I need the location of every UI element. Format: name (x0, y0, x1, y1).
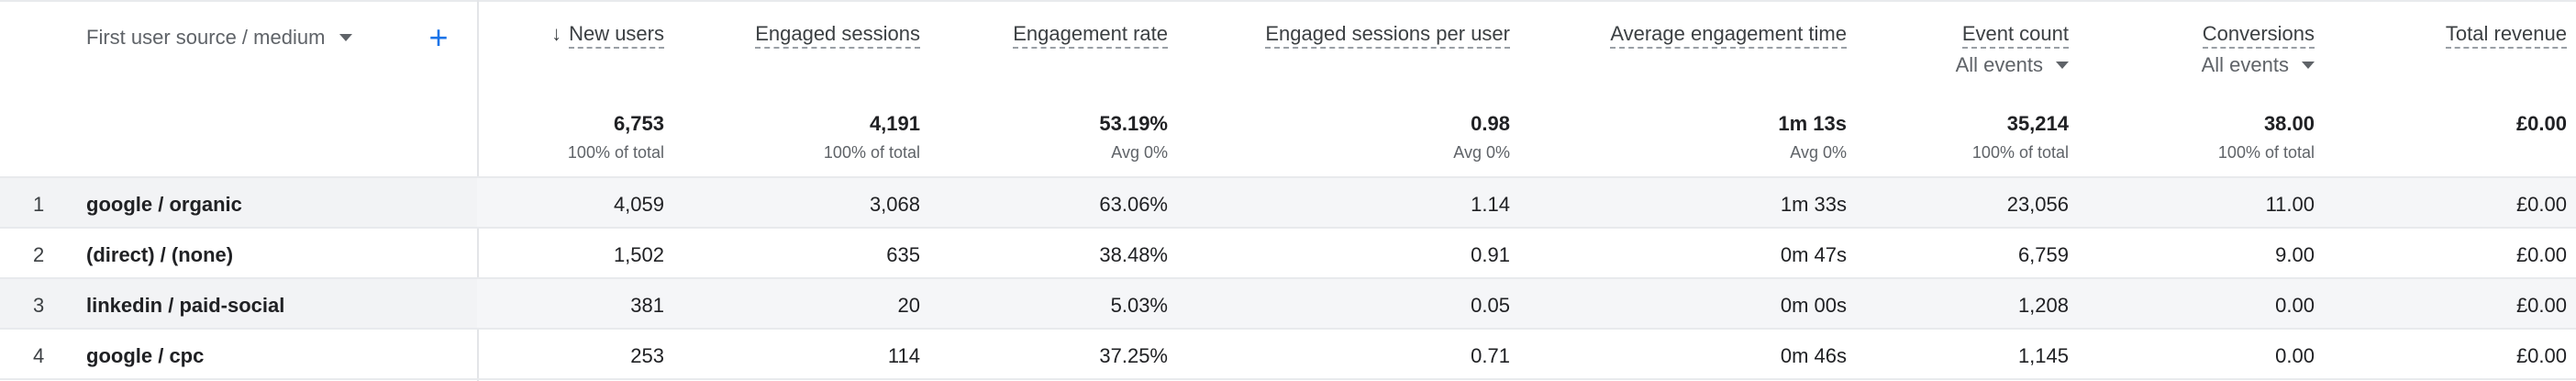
total-engaged-sessions-per-user: 0.98 (1471, 112, 1510, 135)
cell-engaged-sessions: 635 (886, 243, 920, 266)
header-new-users[interactable]: ↓ New users (551, 22, 664, 49)
header-label: Average engagement time (1610, 22, 1847, 49)
total-average-engagement-time: 1m 13s (1778, 112, 1847, 135)
total-average-engagement-time-sub: Avg 0% (1790, 143, 1847, 162)
bottom-border (0, 378, 2576, 380)
table-row[interactable]: 2 (direct) / (none) 1,502 635 38.48% 0.9… (0, 227, 2576, 278)
cell-event-count: 1,208 (2017, 294, 2069, 317)
dimension-label: First user source / medium (86, 26, 326, 49)
cell-new-users: 253 (630, 344, 664, 367)
total-conversions: 38.00 (2263, 112, 2315, 135)
top-border (0, 0, 2576, 2)
filter-label: All events (2201, 53, 2289, 76)
cell-new-users: 4,059 (613, 193, 664, 216)
row-dimension-value[interactable]: linkedin / paid-social (86, 294, 285, 317)
header-label: Engaged sessions (755, 22, 920, 49)
header-label: Engaged sessions per user (1265, 22, 1510, 49)
row-dimension-value[interactable]: google / cpc (86, 344, 205, 367)
header-conversions[interactable]: Conversions All events (2202, 22, 2315, 77)
cell-average-engagement-time: 0m 46s (1780, 344, 1847, 367)
header-label: Total revenue (2445, 22, 2567, 49)
header-label: Event count (1961, 22, 2069, 49)
cell-average-engagement-time: 0m 47s (1780, 243, 1847, 266)
cell-engaged-sessions-per-user: 1.14 (1471, 193, 1510, 216)
cell-engaged-sessions: 20 (897, 294, 920, 317)
total-engaged-sessions-per-user-sub: Avg 0% (1453, 143, 1510, 162)
cell-engagement-rate: 5.03% (1110, 294, 1168, 317)
add-dimension-button[interactable]: + (428, 18, 449, 56)
row-dimension-cell (0, 229, 477, 278)
cell-conversions: 11.00 (2265, 193, 2315, 216)
header-average-engagement-time[interactable]: Average engagement time (1610, 22, 1847, 49)
header-engaged-sessions[interactable]: Engaged sessions (755, 22, 920, 49)
row-number: 4 (33, 344, 45, 367)
chevron-down-icon (2056, 62, 2069, 69)
cell-engaged-sessions-per-user: 0.91 (1471, 243, 1510, 266)
total-total-revenue: £0.00 (2515, 112, 2567, 135)
cell-total-revenue: £0.00 (2515, 193, 2567, 216)
header-event-count[interactable]: Event count All events (1956, 22, 2069, 77)
cell-engaged-sessions-per-user: 0.71 (1471, 344, 1510, 367)
cell-engagement-rate: 38.48% (1099, 243, 1168, 266)
header-label: Conversions (2202, 22, 2315, 49)
row-dimension-cell (0, 330, 477, 379)
header-engaged-sessions-per-user[interactable]: Engaged sessions per user (1265, 22, 1510, 49)
cell-event-count: 1,145 (2017, 344, 2069, 367)
table-row[interactable]: 3 linkedin / paid-social 381 20 5.03% 0.… (0, 277, 2576, 329)
row-dimension-value[interactable]: (direct) / (none) (86, 243, 234, 266)
total-event-count-sub: 100% of total (1971, 143, 2069, 162)
cell-conversions: 0.00 (2275, 344, 2315, 367)
cell-average-engagement-time: 1m 33s (1780, 193, 1847, 216)
header-engagement-rate[interactable]: Engagement rate (1013, 22, 1168, 49)
row-number: 3 (33, 294, 45, 317)
dimension-selector[interactable]: First user source / medium (86, 22, 353, 53)
cell-conversions: 0.00 (2275, 294, 2315, 317)
cell-engagement-rate: 37.25% (1099, 344, 1168, 367)
total-conversions-sub: 100% of total (2217, 143, 2315, 162)
cell-engagement-rate: 63.06% (1099, 193, 1168, 216)
total-engaged-sessions: 4,191 (869, 112, 920, 135)
row-number: 2 (33, 243, 45, 266)
cell-engaged-sessions: 3,068 (869, 193, 920, 216)
event-count-filter-dropdown[interactable]: All events (1956, 53, 2069, 77)
table-row[interactable]: 1 google / organic 4,059 3,068 63.06% 1.… (0, 176, 2576, 228)
row-number: 1 (33, 193, 45, 216)
total-engagement-rate: 53.19% (1099, 112, 1168, 135)
cell-new-users: 1,502 (613, 243, 664, 266)
table-row[interactable]: 4 google / cpc 253 114 37.25% 0.71 0m 46… (0, 328, 2576, 379)
cell-total-revenue: £0.00 (2515, 243, 2567, 266)
cell-event-count: 23,056 (2006, 193, 2069, 216)
total-new-users: 6,753 (613, 112, 664, 135)
chevron-down-icon (339, 34, 353, 41)
cell-engaged-sessions: 114 (887, 344, 920, 367)
row-dimension-cell (0, 279, 477, 329)
cell-event-count: 6,759 (2017, 243, 2069, 266)
sort-descending-icon: ↓ (551, 22, 562, 45)
header-label: New users (569, 22, 664, 49)
conversions-filter-dropdown[interactable]: All events (2202, 53, 2315, 77)
cell-average-engagement-time: 0m 00s (1780, 294, 1847, 317)
header-label: Engagement rate (1013, 22, 1168, 49)
row-dimension-cell (0, 178, 477, 228)
cell-total-revenue: £0.00 (2515, 294, 2567, 317)
cell-engaged-sessions-per-user: 0.05 (1471, 294, 1510, 317)
filter-label: All events (1955, 53, 2043, 76)
chevron-down-icon (2302, 62, 2315, 69)
cell-total-revenue: £0.00 (2515, 344, 2567, 367)
total-engagement-rate-sub: Avg 0% (1111, 143, 1168, 162)
total-new-users-sub: 100% of total (567, 143, 664, 162)
row-dimension-value[interactable]: google / organic (86, 193, 242, 216)
total-event-count: 35,214 (2006, 112, 2069, 135)
header-total-revenue[interactable]: Total revenue (2445, 22, 2567, 49)
cell-conversions: 9.00 (2275, 243, 2315, 266)
cell-new-users: 381 (630, 294, 664, 317)
total-engaged-sessions-sub: 100% of total (823, 143, 920, 162)
